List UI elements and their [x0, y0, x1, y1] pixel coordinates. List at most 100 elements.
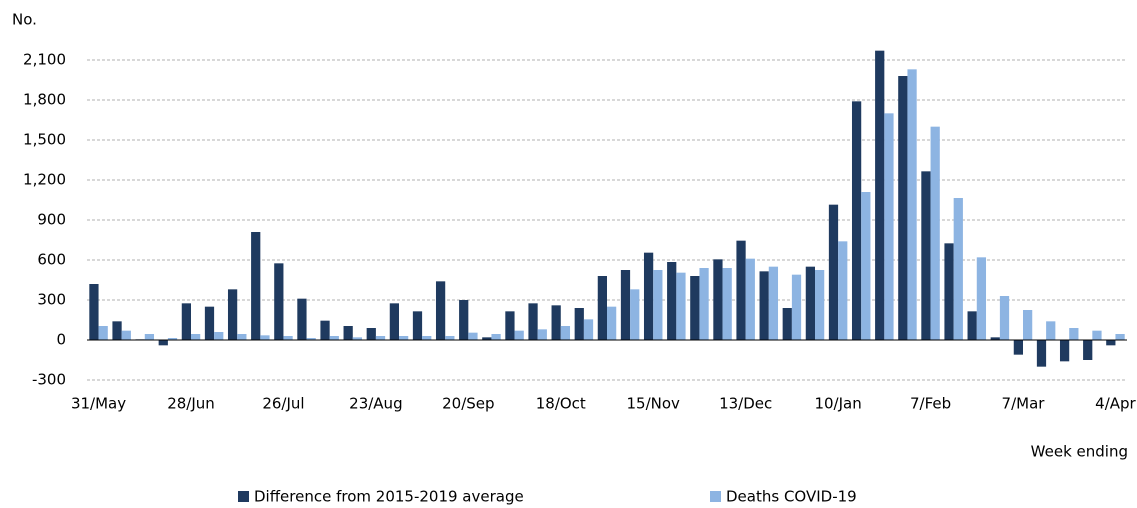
y-tick-label: 600: [37, 251, 66, 269]
bar: [630, 289, 640, 340]
bar: [884, 113, 894, 340]
bar: [412, 311, 423, 340]
x-tick-label: 15/Nov: [627, 395, 681, 413]
y-tick-label: 2,100: [23, 51, 66, 69]
bar: [921, 171, 931, 340]
bar: [990, 337, 1000, 340]
bar: [898, 76, 908, 340]
bar: [399, 336, 409, 340]
bar: [828, 204, 839, 340]
y-tick-label: 1,500: [23, 131, 66, 149]
legend-swatch: [710, 491, 721, 502]
bar: [283, 336, 293, 340]
x-tick-label: 13/Dec: [719, 395, 772, 413]
bar: [722, 268, 732, 340]
bar: [528, 303, 538, 340]
bar: [1036, 340, 1047, 367]
legend-label: Difference from 2015-2019 average: [254, 488, 524, 506]
bar: [1083, 340, 1093, 360]
bar: [320, 320, 330, 340]
bar: [713, 259, 723, 340]
bar: [482, 337, 492, 340]
bar: [838, 241, 848, 340]
y-tick-label: 900: [37, 211, 66, 229]
y-tick-label: 1,800: [23, 91, 66, 109]
bar: [699, 268, 709, 340]
bar: [768, 266, 779, 340]
bar: [158, 340, 168, 346]
bar: [1046, 321, 1056, 340]
bar: [181, 303, 191, 340]
bar: [759, 271, 769, 340]
x-tick-label: 31/May: [71, 395, 126, 413]
bar: [1069, 328, 1079, 340]
bar: [583, 319, 594, 340]
bar: [227, 289, 238, 340]
bar: [237, 334, 247, 340]
bar: [167, 338, 178, 340]
x-tick-label: 23/Aug: [349, 395, 402, 413]
bar: [121, 330, 131, 340]
bar: [676, 272, 686, 340]
bar: [597, 276, 607, 340]
bar: [260, 335, 270, 340]
bar: [907, 69, 917, 340]
bar: [551, 305, 561, 340]
bar: [930, 126, 940, 341]
bar: [574, 308, 584, 340]
bar: [514, 330, 524, 340]
bar: [805, 266, 815, 340]
bar: [667, 262, 677, 340]
x-tick-label: 7/Mar: [1002, 395, 1046, 413]
bar: [214, 332, 224, 340]
bar: [468, 332, 478, 340]
x-tick-label: 20/Sep: [442, 395, 494, 413]
bar: [851, 101, 862, 340]
y-tick-label: 300: [37, 291, 66, 309]
bar: [944, 243, 954, 340]
bar: [1115, 334, 1125, 340]
bar: [375, 336, 386, 340]
y-axis-label: No.: [12, 11, 37, 29]
bar: [690, 276, 700, 340]
bar: [1106, 340, 1116, 346]
bar: [297, 298, 307, 340]
bar: [1092, 330, 1102, 340]
bar: [343, 326, 353, 340]
bar: [653, 270, 663, 340]
bar: [251, 232, 261, 340]
bar: [491, 334, 501, 340]
bar: [953, 198, 963, 340]
bar: [112, 321, 122, 340]
bar: [422, 336, 432, 340]
x-axis-label: Week ending: [1031, 443, 1128, 461]
bar: [204, 306, 215, 340]
bar: [537, 329, 547, 340]
y-tick-label: 0: [56, 331, 66, 349]
bar: [274, 263, 284, 340]
bar: [389, 303, 399, 340]
x-tick-label: 4/Apr: [1095, 395, 1136, 413]
bar: [1023, 310, 1033, 340]
bar: [999, 296, 1010, 340]
bar: [643, 252, 654, 340]
bar: [782, 308, 792, 340]
bar: [366, 328, 376, 340]
bar: [736, 240, 746, 340]
bar: [1059, 340, 1070, 362]
x-tick-label: 10/Jan: [814, 395, 861, 413]
bar: [560, 326, 571, 340]
legend-swatch: [238, 491, 249, 502]
bar: [861, 192, 871, 340]
bar: [620, 270, 631, 340]
bar: [306, 338, 316, 340]
bar: [505, 311, 515, 340]
bar: [435, 281, 446, 340]
bar: [791, 274, 802, 340]
y-tick-label: -300: [32, 371, 66, 389]
legend-label: Deaths COVID-19: [726, 488, 857, 506]
bar: [745, 258, 755, 340]
bar: [191, 334, 201, 340]
y-tick-label: 1,200: [23, 171, 66, 189]
